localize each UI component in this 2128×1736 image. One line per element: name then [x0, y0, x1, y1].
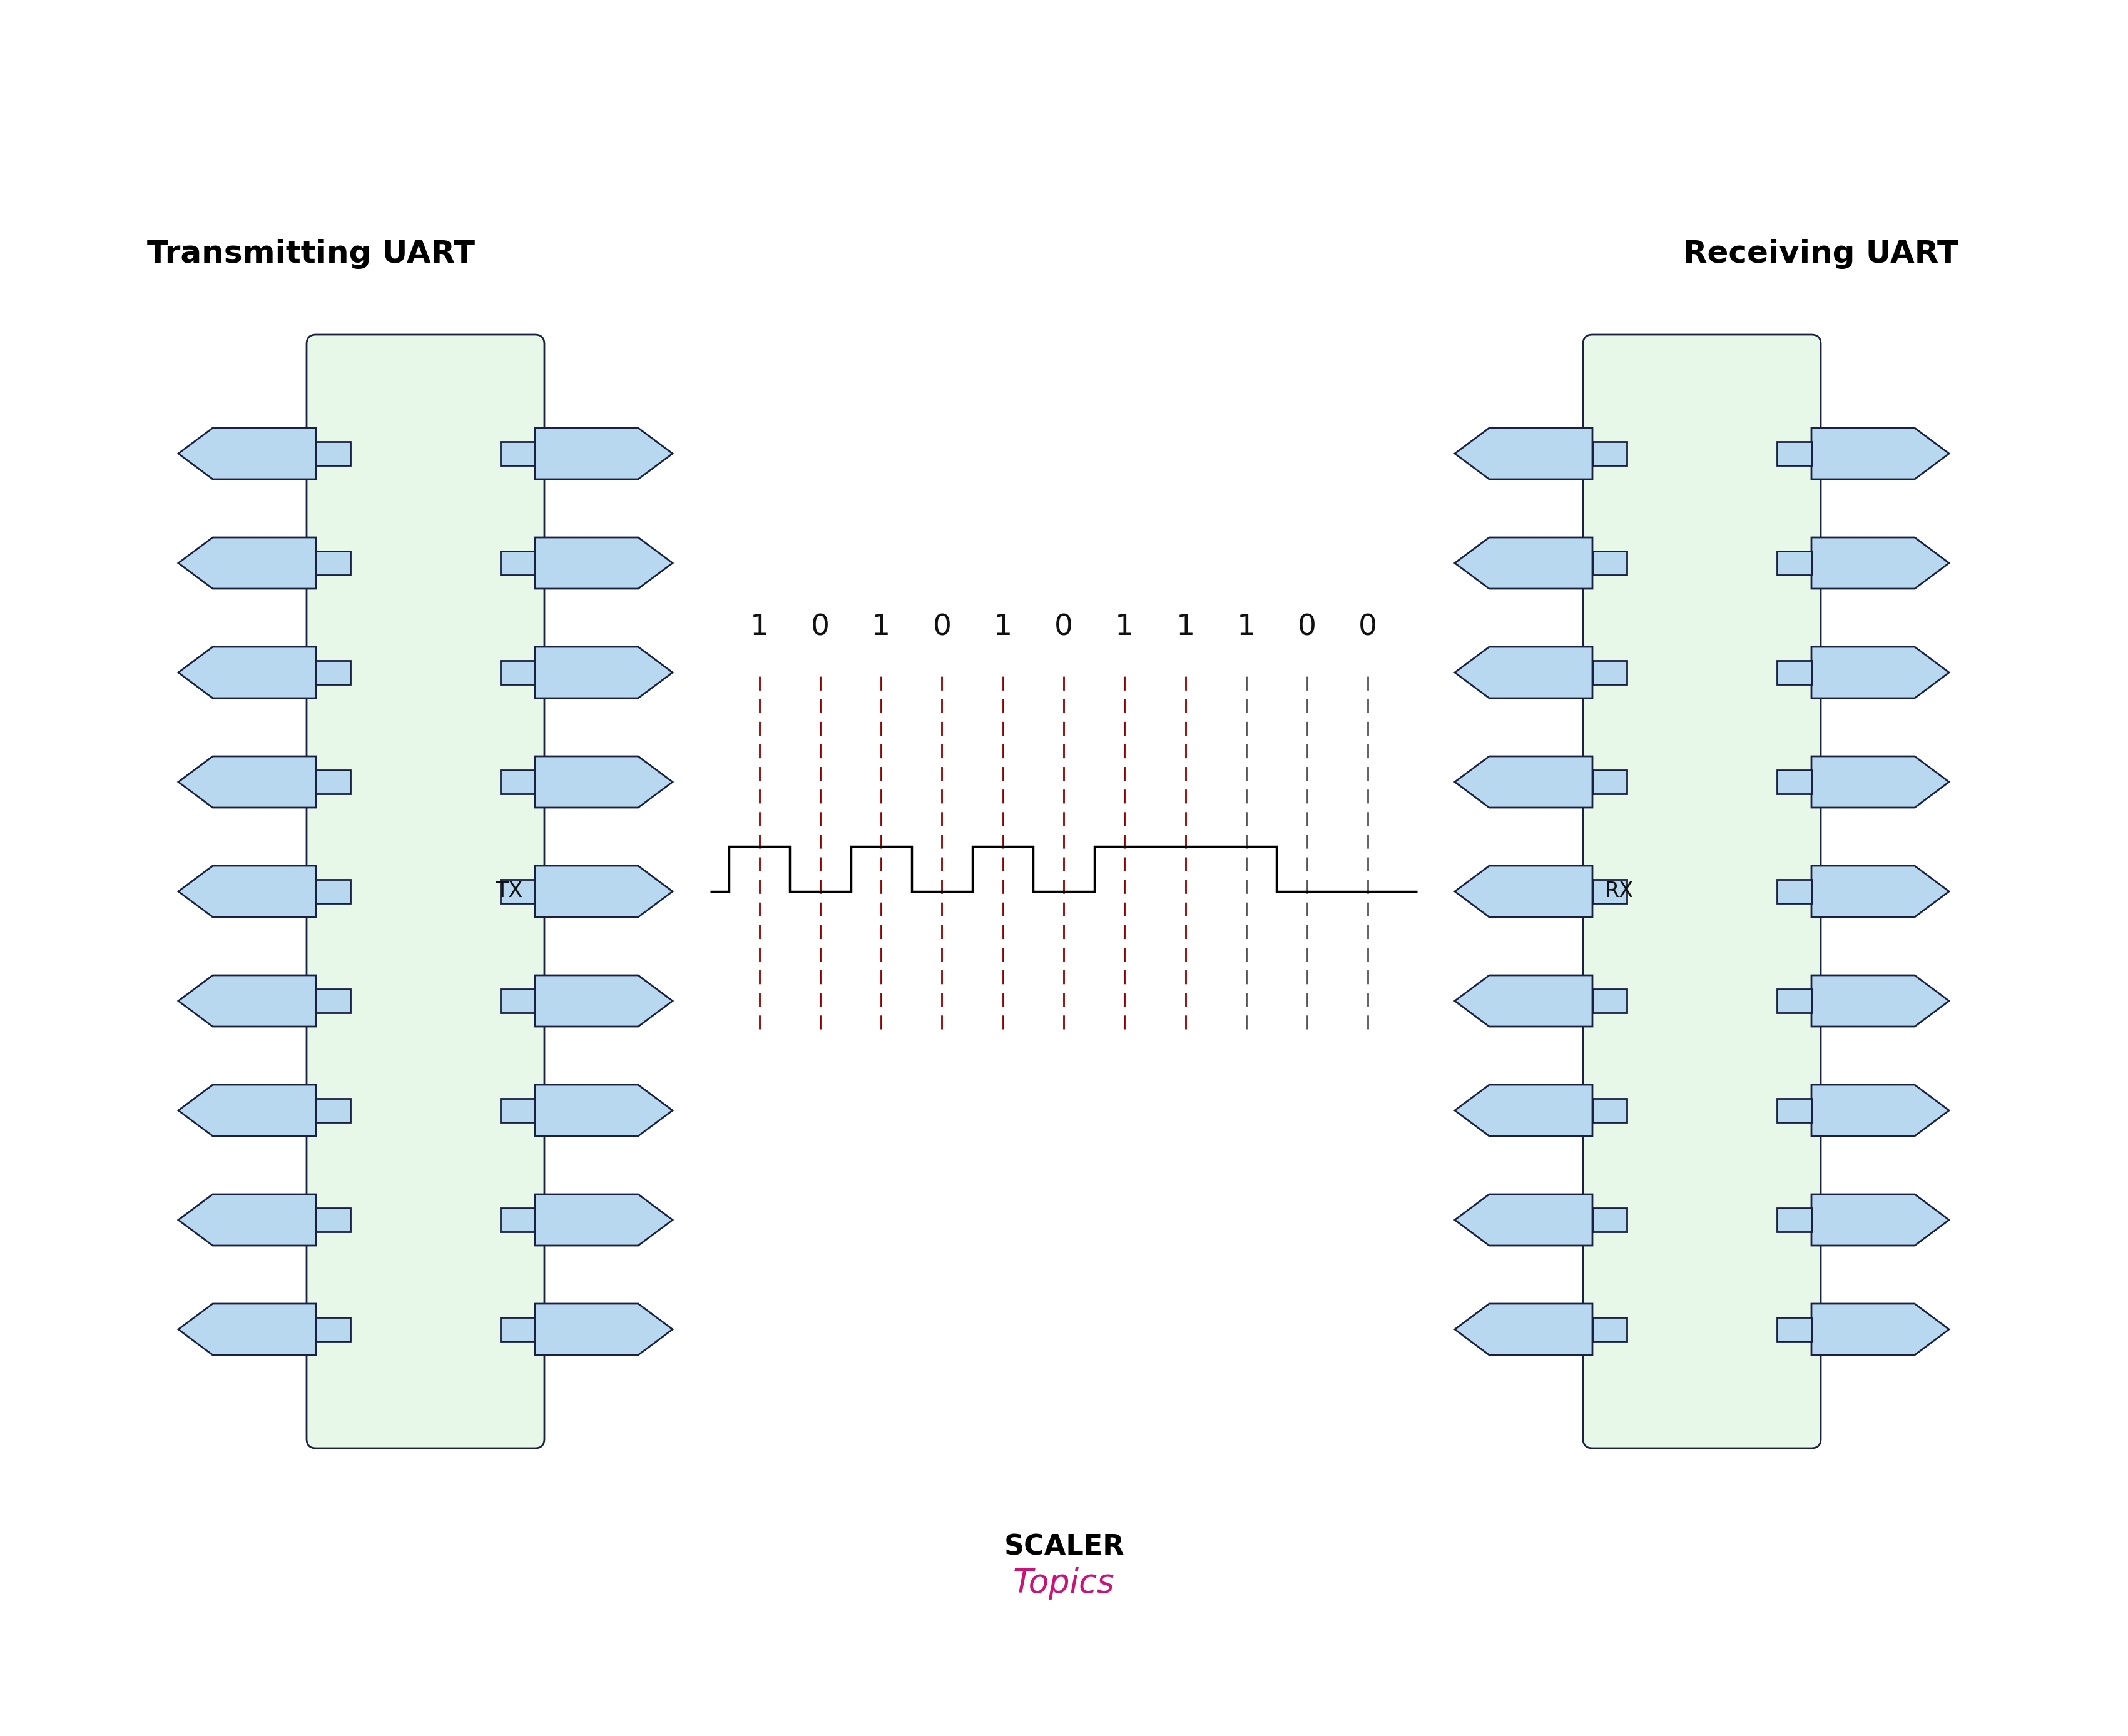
Polygon shape: [534, 866, 672, 917]
Polygon shape: [1456, 648, 1592, 698]
Text: 1: 1: [872, 613, 890, 641]
Polygon shape: [1777, 550, 1811, 575]
Polygon shape: [315, 661, 351, 684]
Polygon shape: [1811, 648, 1949, 698]
Polygon shape: [1811, 866, 1949, 917]
Polygon shape: [1592, 1208, 1626, 1233]
Text: 0: 0: [1358, 613, 1377, 641]
Polygon shape: [179, 1085, 315, 1135]
Text: 0: 0: [1298, 613, 1317, 641]
Polygon shape: [500, 1099, 534, 1121]
Polygon shape: [1456, 866, 1592, 917]
Polygon shape: [179, 866, 315, 917]
Polygon shape: [1777, 771, 1811, 793]
Text: 0: 0: [1053, 613, 1073, 641]
Polygon shape: [1811, 1085, 1949, 1135]
Text: 0: 0: [932, 613, 951, 641]
Polygon shape: [1456, 976, 1592, 1026]
Polygon shape: [500, 441, 534, 465]
Polygon shape: [1456, 757, 1592, 807]
FancyBboxPatch shape: [1583, 335, 1822, 1448]
Polygon shape: [179, 976, 315, 1026]
Polygon shape: [534, 1194, 672, 1245]
Text: 1: 1: [994, 613, 1013, 641]
Polygon shape: [1777, 441, 1811, 465]
Text: SCALER: SCALER: [1004, 1535, 1124, 1561]
Polygon shape: [1592, 1318, 1626, 1342]
Polygon shape: [1811, 976, 1949, 1026]
Text: 1: 1: [1236, 613, 1256, 641]
Text: Transmitting UART: Transmitting UART: [147, 240, 475, 269]
Polygon shape: [500, 990, 534, 1012]
Polygon shape: [315, 880, 351, 903]
Polygon shape: [179, 1304, 315, 1356]
Polygon shape: [1811, 1194, 1949, 1245]
Polygon shape: [1811, 757, 1949, 807]
Polygon shape: [179, 427, 315, 479]
Polygon shape: [500, 880, 534, 903]
Polygon shape: [179, 1194, 315, 1245]
Polygon shape: [1592, 550, 1626, 575]
Polygon shape: [315, 771, 351, 793]
Polygon shape: [500, 550, 534, 575]
Polygon shape: [315, 990, 351, 1012]
Polygon shape: [500, 661, 534, 684]
Polygon shape: [1592, 661, 1626, 684]
Polygon shape: [179, 757, 315, 807]
Text: 1: 1: [1177, 613, 1194, 641]
Polygon shape: [1777, 1099, 1811, 1121]
Polygon shape: [1456, 1304, 1592, 1356]
Polygon shape: [534, 1304, 672, 1356]
Text: 0: 0: [811, 613, 830, 641]
Polygon shape: [500, 771, 534, 793]
Polygon shape: [1777, 880, 1811, 903]
Polygon shape: [179, 648, 315, 698]
Polygon shape: [534, 427, 672, 479]
Polygon shape: [315, 1099, 351, 1121]
Polygon shape: [1456, 1194, 1592, 1245]
Polygon shape: [1777, 1208, 1811, 1233]
FancyBboxPatch shape: [306, 335, 545, 1448]
Polygon shape: [1592, 990, 1626, 1012]
Polygon shape: [1592, 441, 1626, 465]
Polygon shape: [500, 1318, 534, 1342]
Polygon shape: [534, 1085, 672, 1135]
Polygon shape: [315, 441, 351, 465]
Polygon shape: [1811, 538, 1949, 589]
Polygon shape: [1592, 880, 1626, 903]
Polygon shape: [179, 538, 315, 589]
Polygon shape: [500, 1208, 534, 1233]
Text: RX: RX: [1605, 882, 1634, 901]
Polygon shape: [1777, 661, 1811, 684]
Polygon shape: [534, 538, 672, 589]
Polygon shape: [1592, 1099, 1626, 1121]
Polygon shape: [1777, 1318, 1811, 1342]
Polygon shape: [534, 757, 672, 807]
Polygon shape: [315, 550, 351, 575]
Polygon shape: [534, 648, 672, 698]
Text: Receiving UART: Receiving UART: [1683, 240, 1958, 269]
Polygon shape: [1811, 1304, 1949, 1356]
Polygon shape: [1456, 427, 1592, 479]
Polygon shape: [534, 976, 672, 1026]
Polygon shape: [1456, 1085, 1592, 1135]
Polygon shape: [1777, 990, 1811, 1012]
Polygon shape: [1456, 538, 1592, 589]
Text: Topics: Topics: [1013, 1568, 1115, 1599]
Text: TX: TX: [496, 882, 523, 901]
Polygon shape: [1592, 771, 1626, 793]
Polygon shape: [1811, 427, 1949, 479]
Text: 1: 1: [749, 613, 768, 641]
Polygon shape: [315, 1318, 351, 1342]
Text: 1: 1: [1115, 613, 1134, 641]
Polygon shape: [315, 1208, 351, 1233]
